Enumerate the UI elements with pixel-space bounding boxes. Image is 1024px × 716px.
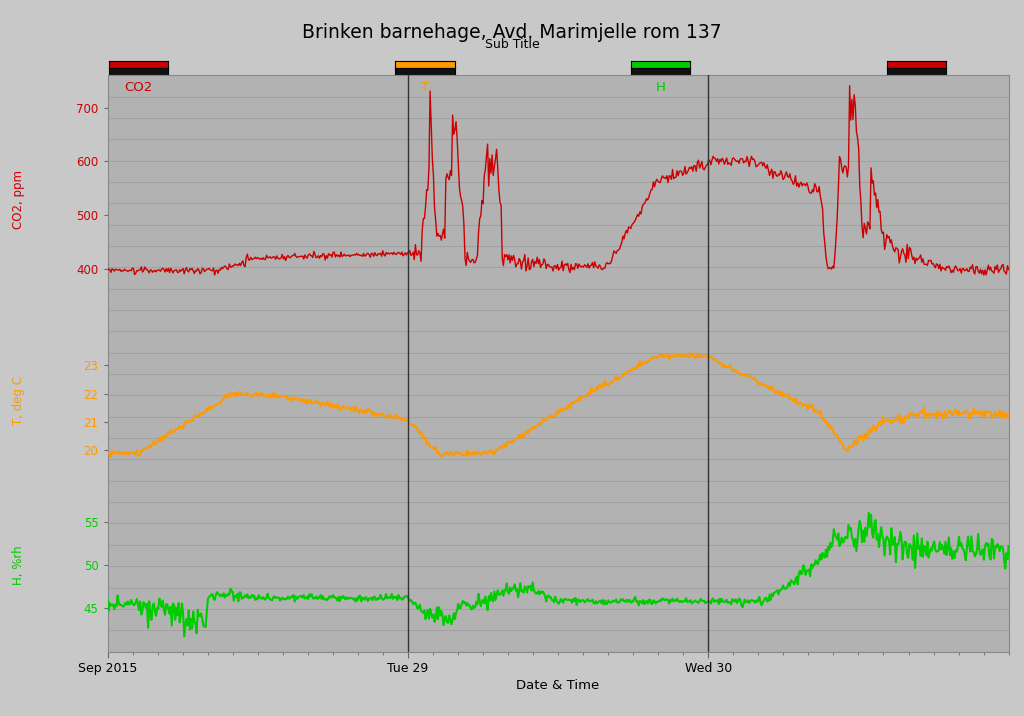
Text: H: H	[655, 81, 666, 94]
Text: CO2: CO2	[124, 81, 153, 94]
Text: T: T	[421, 81, 429, 94]
X-axis label: Date & Time: Date & Time	[516, 679, 600, 692]
Text: CO2, ppm: CO2, ppm	[12, 170, 25, 228]
Text: Brinken barnehage, Avd. Marimjelle rom 137: Brinken barnehage, Avd. Marimjelle rom 1…	[302, 23, 722, 42]
Text: T, deg C: T, deg C	[12, 377, 25, 425]
Text: H, %rh: H, %rh	[12, 546, 25, 585]
Text: Sub Title: Sub Title	[484, 38, 540, 51]
